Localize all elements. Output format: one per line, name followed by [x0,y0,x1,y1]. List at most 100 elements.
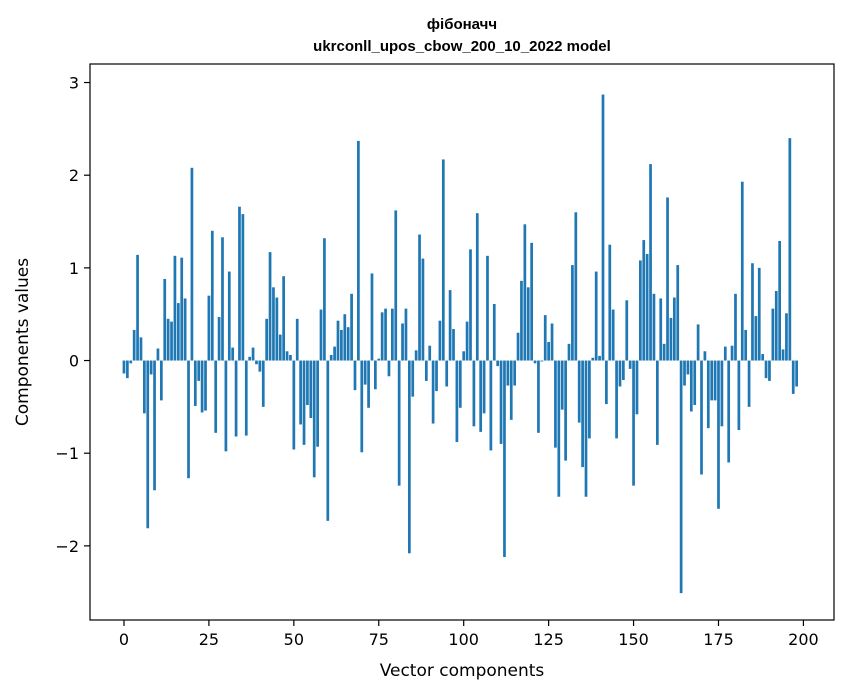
bar [788,138,792,361]
bar [730,345,734,361]
bar [608,244,612,361]
y-tick-label: 2 [69,166,79,185]
bar [153,360,156,491]
bar [645,253,649,361]
bar [747,360,751,407]
bar [720,360,724,427]
bar [357,140,360,361]
bar [238,206,241,361]
bar [424,360,428,381]
bar [723,346,727,361]
bar [421,258,425,361]
bar [183,298,187,361]
bar [676,265,680,361]
bar [469,249,472,361]
bar [231,347,235,361]
bar [625,300,629,361]
bar [414,350,418,361]
bar [768,360,771,381]
bar [227,271,231,361]
bar [255,360,258,365]
bar [282,276,286,361]
bar [717,360,720,509]
bar [791,360,795,394]
bar [482,360,486,414]
bar [285,351,289,361]
plot-frame [89,63,835,621]
bar [492,304,496,361]
bar [387,360,391,377]
bar [306,360,309,406]
bar [550,323,554,361]
bar [428,345,432,361]
bar [486,255,489,361]
bar [156,348,160,361]
bar [170,321,173,361]
bar [455,360,459,443]
bar [693,360,697,406]
bar [204,360,207,411]
bar [193,360,197,406]
bar [764,360,768,379]
bar [615,360,618,439]
bar [384,308,387,361]
y-axis-label: Components values [13,258,33,426]
bar [248,356,252,361]
bar [703,351,707,361]
bar [241,214,245,361]
bar [139,337,143,361]
bar [200,360,204,413]
bar [295,318,299,361]
bar [683,360,686,386]
bar [197,360,201,381]
bar [771,308,775,361]
bar [632,360,635,486]
bar [146,360,150,529]
bar [377,358,381,361]
bar [679,360,683,594]
bar [407,360,411,554]
bar [506,360,510,386]
bar [751,263,754,361]
bar [516,332,520,361]
bar [666,197,669,361]
bar [554,360,557,448]
bar [649,164,652,361]
bar [346,327,350,361]
bar [244,360,248,436]
bar [598,355,601,361]
bar [465,321,469,361]
bar [438,320,442,361]
bar [258,360,262,372]
x-axis-label: Vector components [380,661,545,681]
bar [159,360,163,401]
bar [696,324,700,361]
bar [132,329,136,361]
bar [659,298,663,361]
bar [543,315,547,361]
bar [727,360,731,463]
bar [190,167,194,361]
bar [126,360,129,379]
x-tick-label: 200 [788,630,819,649]
bar [214,360,218,433]
bar [499,360,503,444]
y-tick-label: 3 [69,74,79,93]
bar [713,360,717,401]
bar [509,360,513,420]
bar [323,238,326,361]
x-tick-label: 175 [703,630,734,649]
bar [312,360,316,478]
bar [689,360,693,412]
bar [265,318,269,361]
bar [292,360,296,450]
bar [431,360,435,424]
bar [448,290,452,361]
y-tick-label: 0 [69,352,79,371]
bar [329,354,333,361]
bar [163,278,167,361]
bar [142,360,146,414]
bar [176,303,180,361]
x-axis-ticks: 0 25 50 75 100 125 150 175 200 [119,620,819,649]
bar [404,308,408,361]
